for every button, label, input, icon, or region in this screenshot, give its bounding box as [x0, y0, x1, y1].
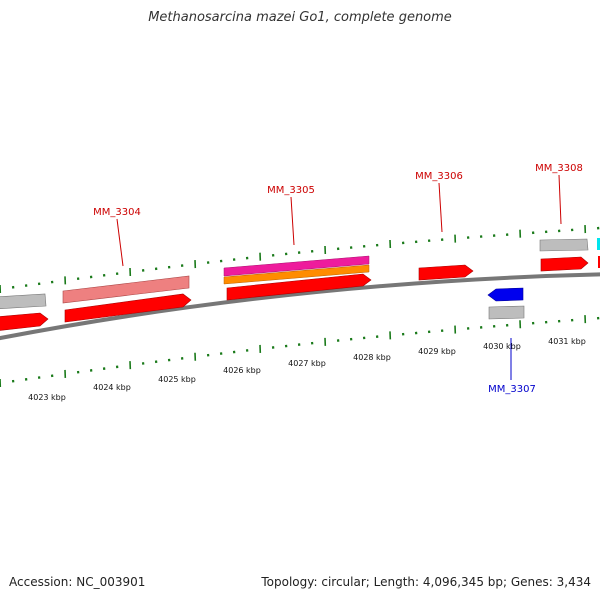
scale-tick-track: [0, 315, 600, 388]
leader-line-mm3305: [290, 196, 295, 246]
scale-label: 4025 kbp: [158, 375, 196, 384]
genome-backbone: [0, 272, 600, 341]
leader-line-mm3304: [116, 218, 124, 267]
leader-line-mm3306: [438, 182, 443, 233]
gene-feature-gray[interactable]: [0, 293, 47, 310]
scale-label: 4028 kbp: [353, 353, 391, 362]
gene-label-mm3308[interactable]: MM_3308: [535, 163, 583, 174]
scale-label: 4031 kbp: [548, 337, 586, 346]
gene-feature-magenta[interactable]: [223, 255, 370, 277]
gene-label-mm3304[interactable]: MM_3304: [93, 207, 141, 218]
gene-label-mm3305[interactable]: MM_3305: [267, 185, 315, 196]
leader-line-mm3308: [558, 174, 562, 225]
gene-arrow-forward[interactable]: [418, 264, 474, 281]
gene-label-mm3307[interactable]: MM_3307: [488, 384, 536, 395]
gene-arrow-forward[interactable]: [226, 273, 372, 301]
scale-label: 4030 kbp: [483, 342, 521, 351]
scale-label: 4026 kbp: [223, 366, 261, 375]
gene-label-mm3306[interactable]: MM_3306: [415, 171, 463, 182]
gene-feature-gray[interactable]: [488, 305, 525, 320]
gene-arrow-forward[interactable]: [64, 293, 192, 323]
scale-label: 4029 kbp: [418, 347, 456, 356]
gene-feature-gray[interactable]: [539, 238, 589, 252]
gene-feature-cyan[interactable]: [597, 238, 600, 250]
scale-label: 4024 kbp: [93, 383, 131, 392]
scale-label: 4023 kbp: [28, 393, 66, 402]
scale-label: 4027 kbp: [288, 359, 326, 368]
gene-arrow-forward[interactable]: [0, 312, 49, 331]
map-title: Methanosarcina mazei Go1, complete genom…: [148, 10, 452, 25]
gene-feature-light-red[interactable]: [62, 275, 190, 304]
forward-tick-track: [0, 225, 600, 294]
gene-arrow-reverse[interactable]: [487, 287, 524, 302]
gene-arrow-forward[interactable]: [540, 256, 589, 272]
accession-text: Accession: NC_003901: [9, 575, 146, 589]
gene-feature-orange[interactable]: [223, 264, 370, 285]
genome-summary-text: Topology: circular; Length: 4,096,345 bp…: [261, 575, 591, 589]
